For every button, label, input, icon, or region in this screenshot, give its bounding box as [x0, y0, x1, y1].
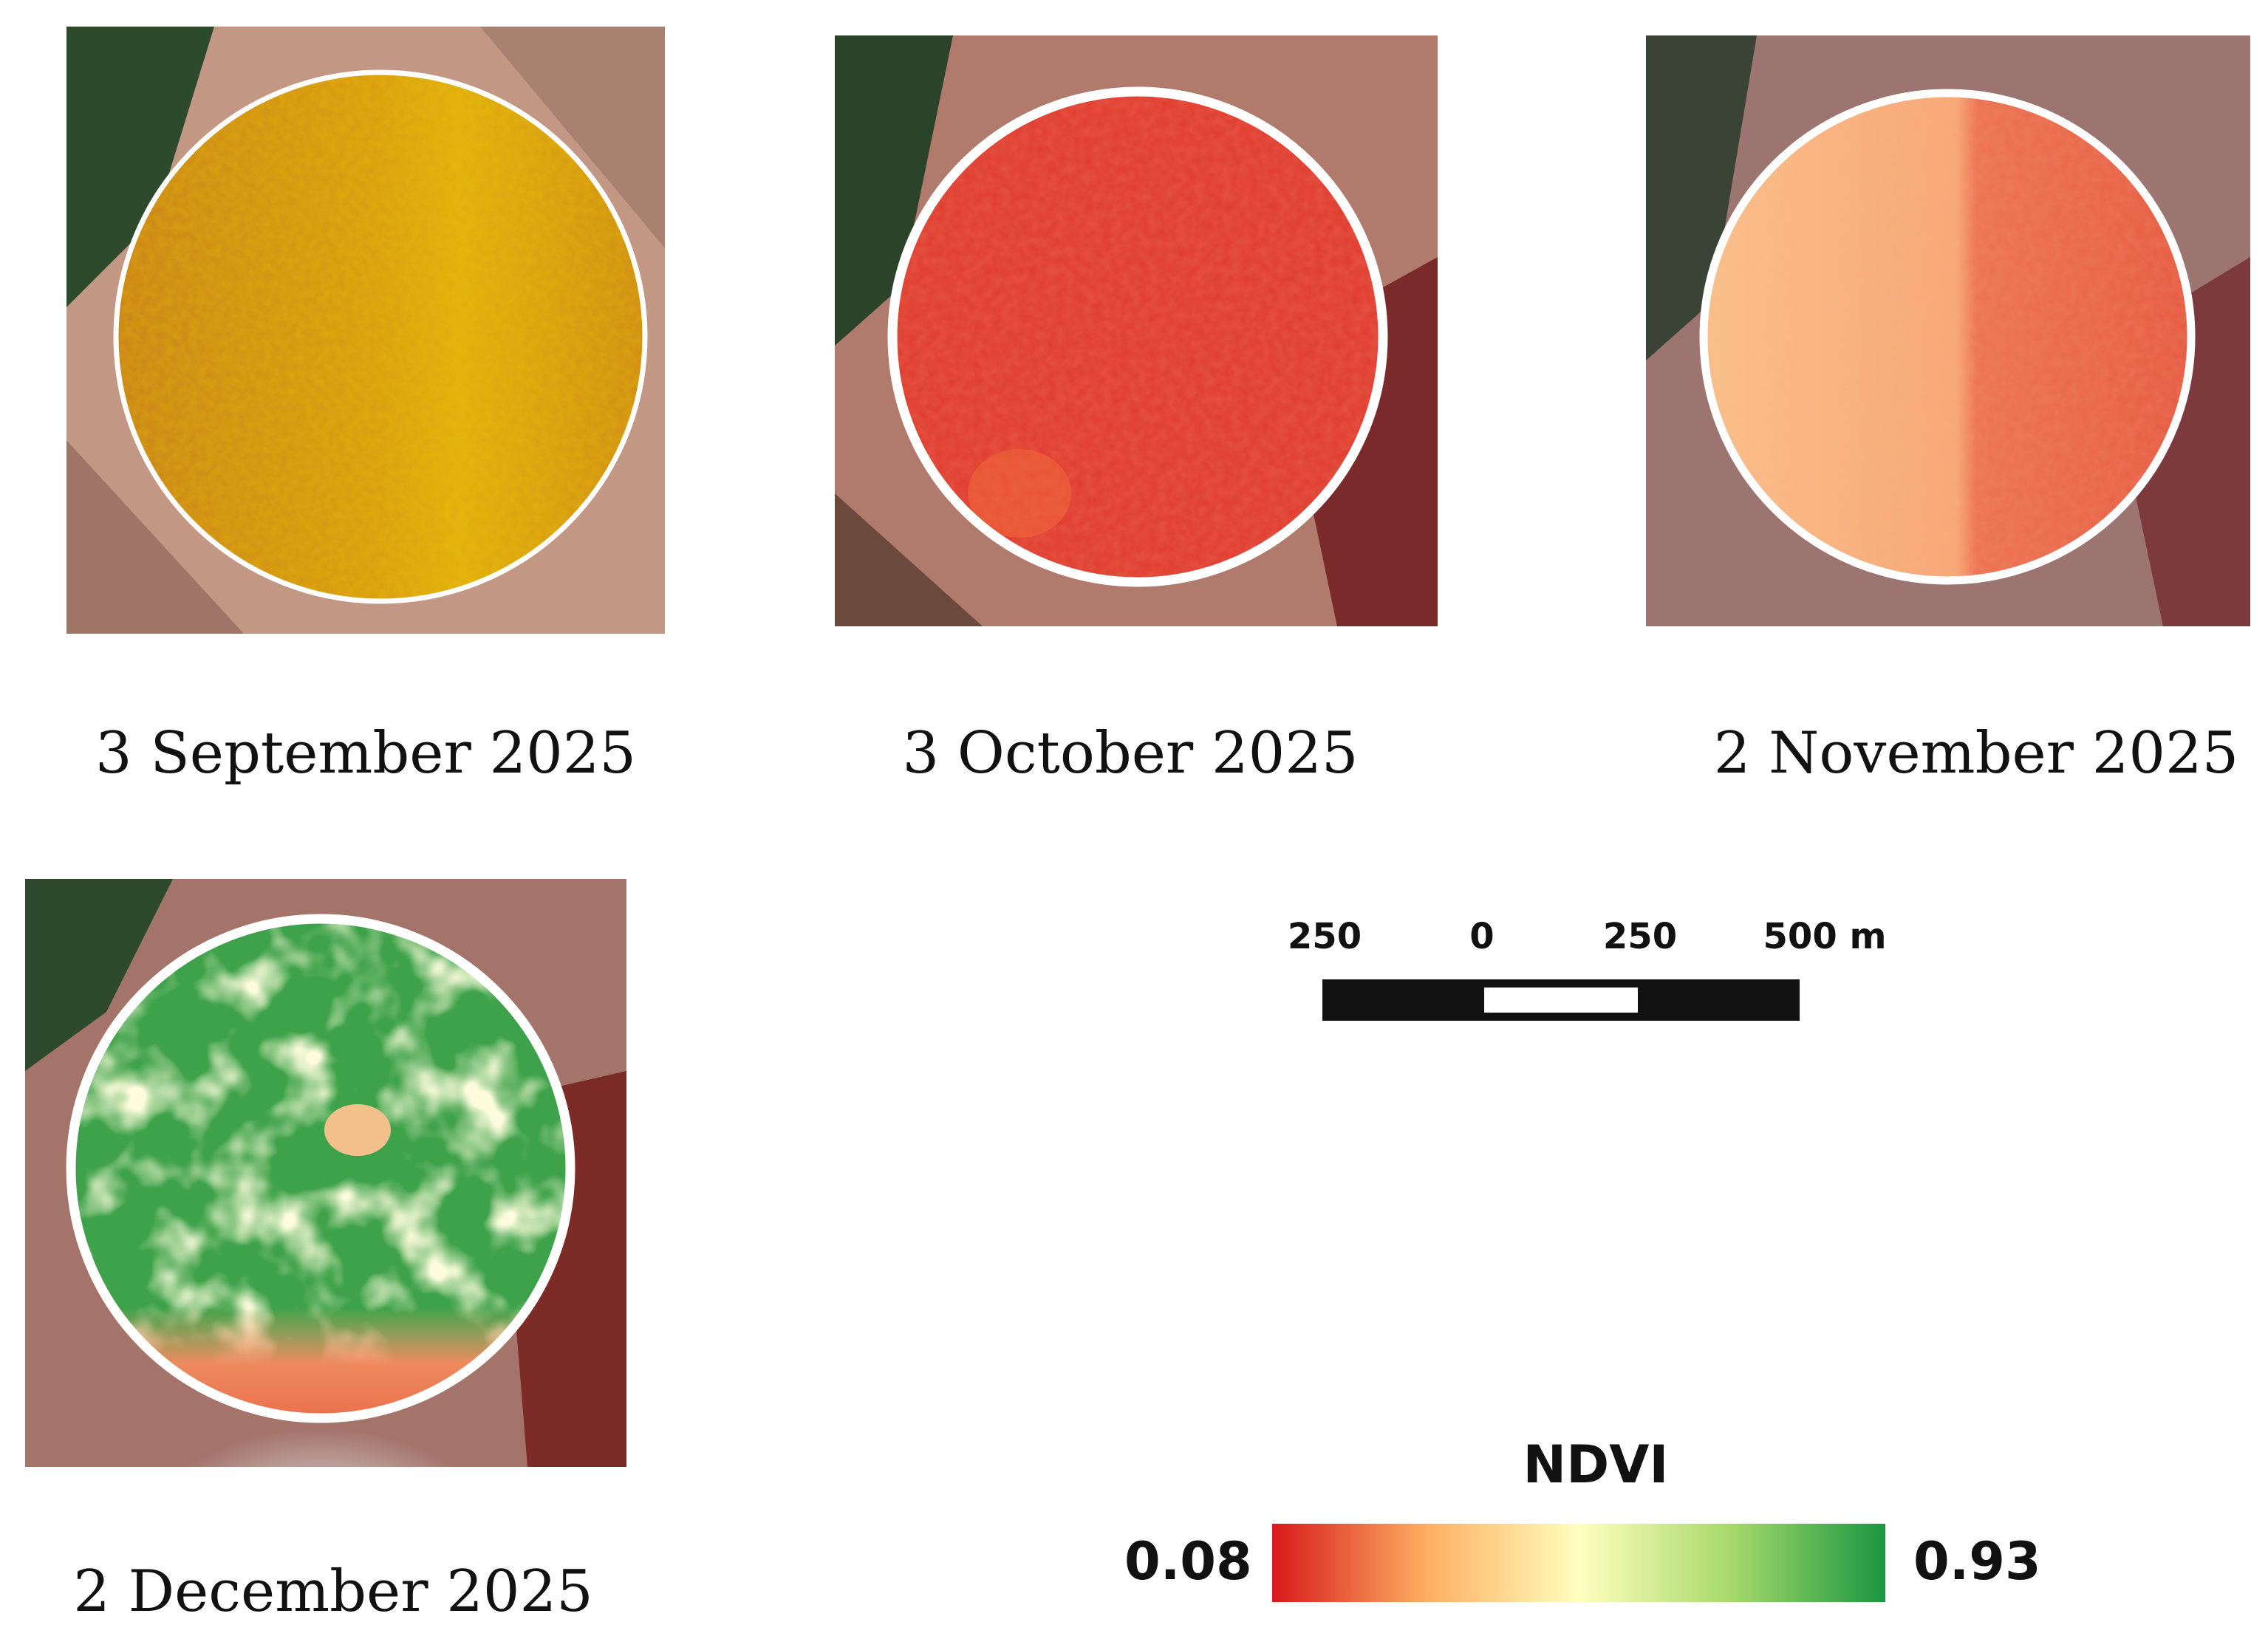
field-outline — [887, 86, 1388, 587]
caption-december: 2 December 2025 — [73, 1558, 593, 1625]
forest-patch — [835, 35, 953, 346]
legend-color-ramp — [1272, 1524, 1885, 1602]
legend-max-label: 0.93 — [1913, 1531, 2041, 1592]
caption-november: 2 November 2025 — [1713, 720, 2239, 787]
field-patch — [968, 449, 1071, 538]
forest-patch — [25, 879, 173, 1071]
field-edge — [480, 27, 665, 248]
scale-label-0: 0 — [1469, 916, 1495, 957]
map-september-image — [66, 27, 665, 634]
scale-label-250-right: 250 — [1602, 916, 1678, 957]
field-edge — [66, 440, 244, 634]
forest-patch — [66, 27, 214, 307]
map-panel-december — [25, 879, 626, 1467]
field-edge — [835, 493, 983, 626]
map-panel-november — [1646, 35, 2250, 626]
field-outline — [113, 69, 648, 604]
field-texture — [116, 72, 645, 601]
legend-min-label: 0.08 — [1124, 1531, 1252, 1592]
map-november-image — [1646, 35, 2250, 626]
scale-label-500m: 500 m — [1763, 916, 1887, 957]
caption-october: 3 October 2025 — [902, 720, 1359, 787]
scale-label-250-left: 250 — [1287, 916, 1362, 957]
forest-patch — [1646, 35, 1757, 360]
scale-bar-white-segment — [1484, 988, 1638, 1013]
field-texture — [1704, 93, 2191, 581]
scale-bar-segments — [1322, 979, 1800, 1021]
legend-title: NDVI — [1523, 1434, 1669, 1495]
map-panel-october — [835, 35, 1438, 626]
map-december-image — [25, 879, 626, 1467]
caption-september: 3 September 2025 — [95, 720, 637, 787]
field-outline — [1699, 89, 2196, 585]
field-outline — [66, 914, 575, 1423]
map-panel-september — [66, 27, 665, 634]
map-october-image — [835, 35, 1438, 626]
